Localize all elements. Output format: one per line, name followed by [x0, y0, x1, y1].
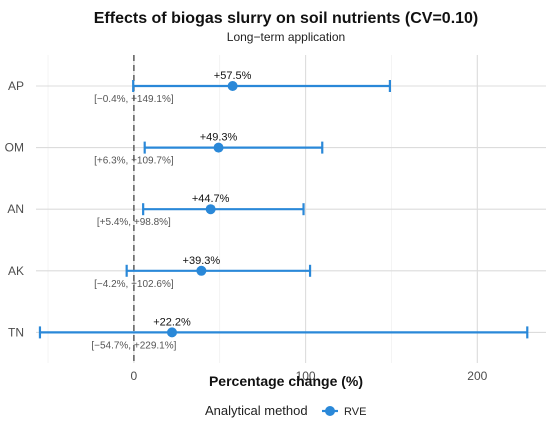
y-tick-label: AP — [8, 79, 24, 93]
point-estimate — [227, 81, 238, 91]
point-label: +57.5% — [214, 70, 252, 82]
data-layer: +57.5% [−0.4%, +149.1%] +49.3% [+6.3%, +109… — [38, 70, 529, 351]
legend-title: Analytical method — [205, 403, 308, 418]
y-tick-label: AK — [8, 264, 24, 278]
point-label: +44.7% — [192, 193, 230, 205]
point-label: +39.3% — [183, 255, 221, 267]
point-estimate — [196, 265, 207, 276]
ci-label: [+6.3%, +109.7%] — [94, 156, 174, 167]
x-tick-label: 200 — [467, 369, 487, 383]
ci-label: [−0.4%, +149.1%] — [94, 94, 174, 105]
point-estimate — [213, 142, 224, 153]
y-tick-label: AN — [7, 202, 24, 216]
point-label: +22.2% — [153, 316, 191, 328]
point-label: +49.3% — [200, 132, 238, 144]
point-estimate — [205, 204, 216, 215]
ci-label: [−54.7%, +229.1%] — [91, 340, 176, 351]
ci-label: [+5.4%, +98.8%] — [97, 217, 171, 228]
y-tick-label: TN — [8, 325, 24, 339]
legend: Analytical method RVE — [205, 403, 366, 418]
point-estimate — [167, 327, 177, 338]
y-tick-label: OM — [5, 141, 24, 155]
chart-subtitle: Long−term application — [227, 30, 345, 44]
x-tick-label: 0 — [131, 369, 138, 383]
x-tick-label: 100 — [296, 369, 316, 383]
legend-entry: RVE — [344, 406, 366, 418]
ci-label: [−4.2%, +102.6%] — [94, 279, 174, 290]
chart-title: Effects of biogas slurry on soil nutrien… — [94, 10, 479, 27]
legend-marker — [325, 406, 335, 416]
axis-layer: AP OM AN AK TN 0 100 200 — [5, 79, 488, 383]
x-axis-title: Percentage change (%) — [209, 373, 363, 389]
